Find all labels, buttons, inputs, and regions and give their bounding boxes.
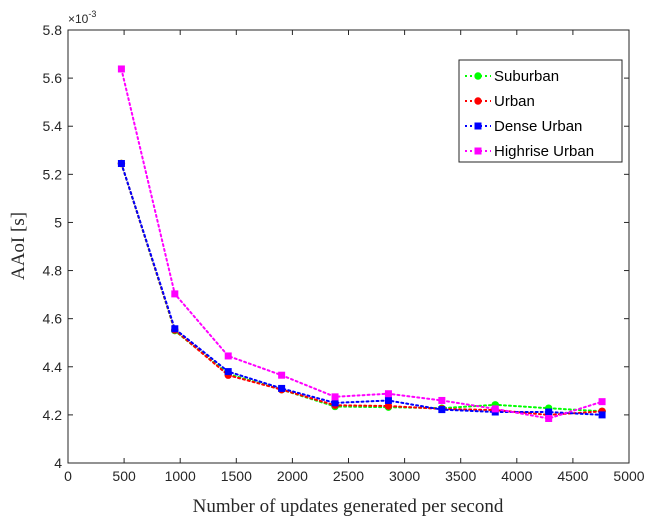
series-line-3 <box>120 68 604 420</box>
data-point <box>384 396 392 404</box>
legend-label: Urban <box>494 93 535 110</box>
series-layer <box>117 65 606 422</box>
data-point <box>491 405 499 413</box>
x-axis-ticks: 0 500 1000 1500 2000 2500 3000 3500 4000 4500 5000 <box>64 30 645 484</box>
x-tick-label: 2500 <box>333 468 364 484</box>
legend-marker <box>474 72 482 80</box>
x-tick-label: 2000 <box>277 468 308 484</box>
x-tick-label: 3000 <box>389 468 420 484</box>
legend-label: Dense Urban <box>494 118 582 135</box>
legend-marker <box>474 147 482 155</box>
y-tick-label: 4.2 <box>43 407 63 423</box>
y-tick-label: 5.6 <box>43 70 63 86</box>
data-point <box>331 399 339 407</box>
data-point <box>171 290 179 298</box>
legend: Suburban Urban Dense Urban Highrise Urban <box>458 59 623 163</box>
x-tick-label: 1500 <box>221 468 252 484</box>
y-axis-multiplier: ×10-3 <box>68 9 96 26</box>
x-tick-label: 4500 <box>557 468 588 484</box>
legend-marker <box>474 97 482 105</box>
data-point <box>438 396 446 404</box>
y-axis-title: AAoI [s] <box>8 212 29 280</box>
data-point <box>171 325 179 333</box>
legend-marker <box>474 122 482 130</box>
y-tick-label: 5 <box>54 214 62 230</box>
x-axis-title: Number of updates generated per second <box>193 496 504 517</box>
data-point <box>224 352 232 360</box>
data-point <box>117 65 125 73</box>
data-point <box>598 398 606 406</box>
y-tick-label: 5.8 <box>43 22 63 38</box>
y-tick-label: 5.4 <box>43 118 63 134</box>
y-axis-ticks: 4 4.2 4.4 4.6 4.8 5 5.2 5.4 5.6 5.8 <box>43 22 629 471</box>
data-point <box>545 414 553 422</box>
x-tick-label: 500 <box>112 468 136 484</box>
data-point <box>384 390 392 398</box>
x-tick-label: 5000 <box>613 468 644 484</box>
data-point <box>384 402 393 410</box>
legend-label: Suburban <box>494 68 559 85</box>
y-tick-label: 5.2 <box>43 166 63 182</box>
x-tick-label: 0 <box>64 468 72 484</box>
x-tick-label: 3500 <box>445 468 476 484</box>
y-tick-label: 4.8 <box>43 263 63 279</box>
data-point <box>278 384 286 392</box>
data-point <box>224 368 232 376</box>
data-point <box>117 160 125 168</box>
y-tick-label: 4.6 <box>43 311 63 327</box>
data-point <box>438 406 446 414</box>
legend-label: Highrise Urban <box>494 143 594 160</box>
y-tick-label: 4 <box>54 455 62 471</box>
y-tick-label: 4.4 <box>43 359 63 375</box>
data-point <box>278 371 286 379</box>
x-tick-label: 4000 <box>501 468 532 484</box>
data-point <box>545 408 553 416</box>
data-point <box>598 411 606 419</box>
x-tick-label: 1000 <box>165 468 196 484</box>
data-point <box>331 393 339 401</box>
series-line-2 <box>120 162 604 416</box>
